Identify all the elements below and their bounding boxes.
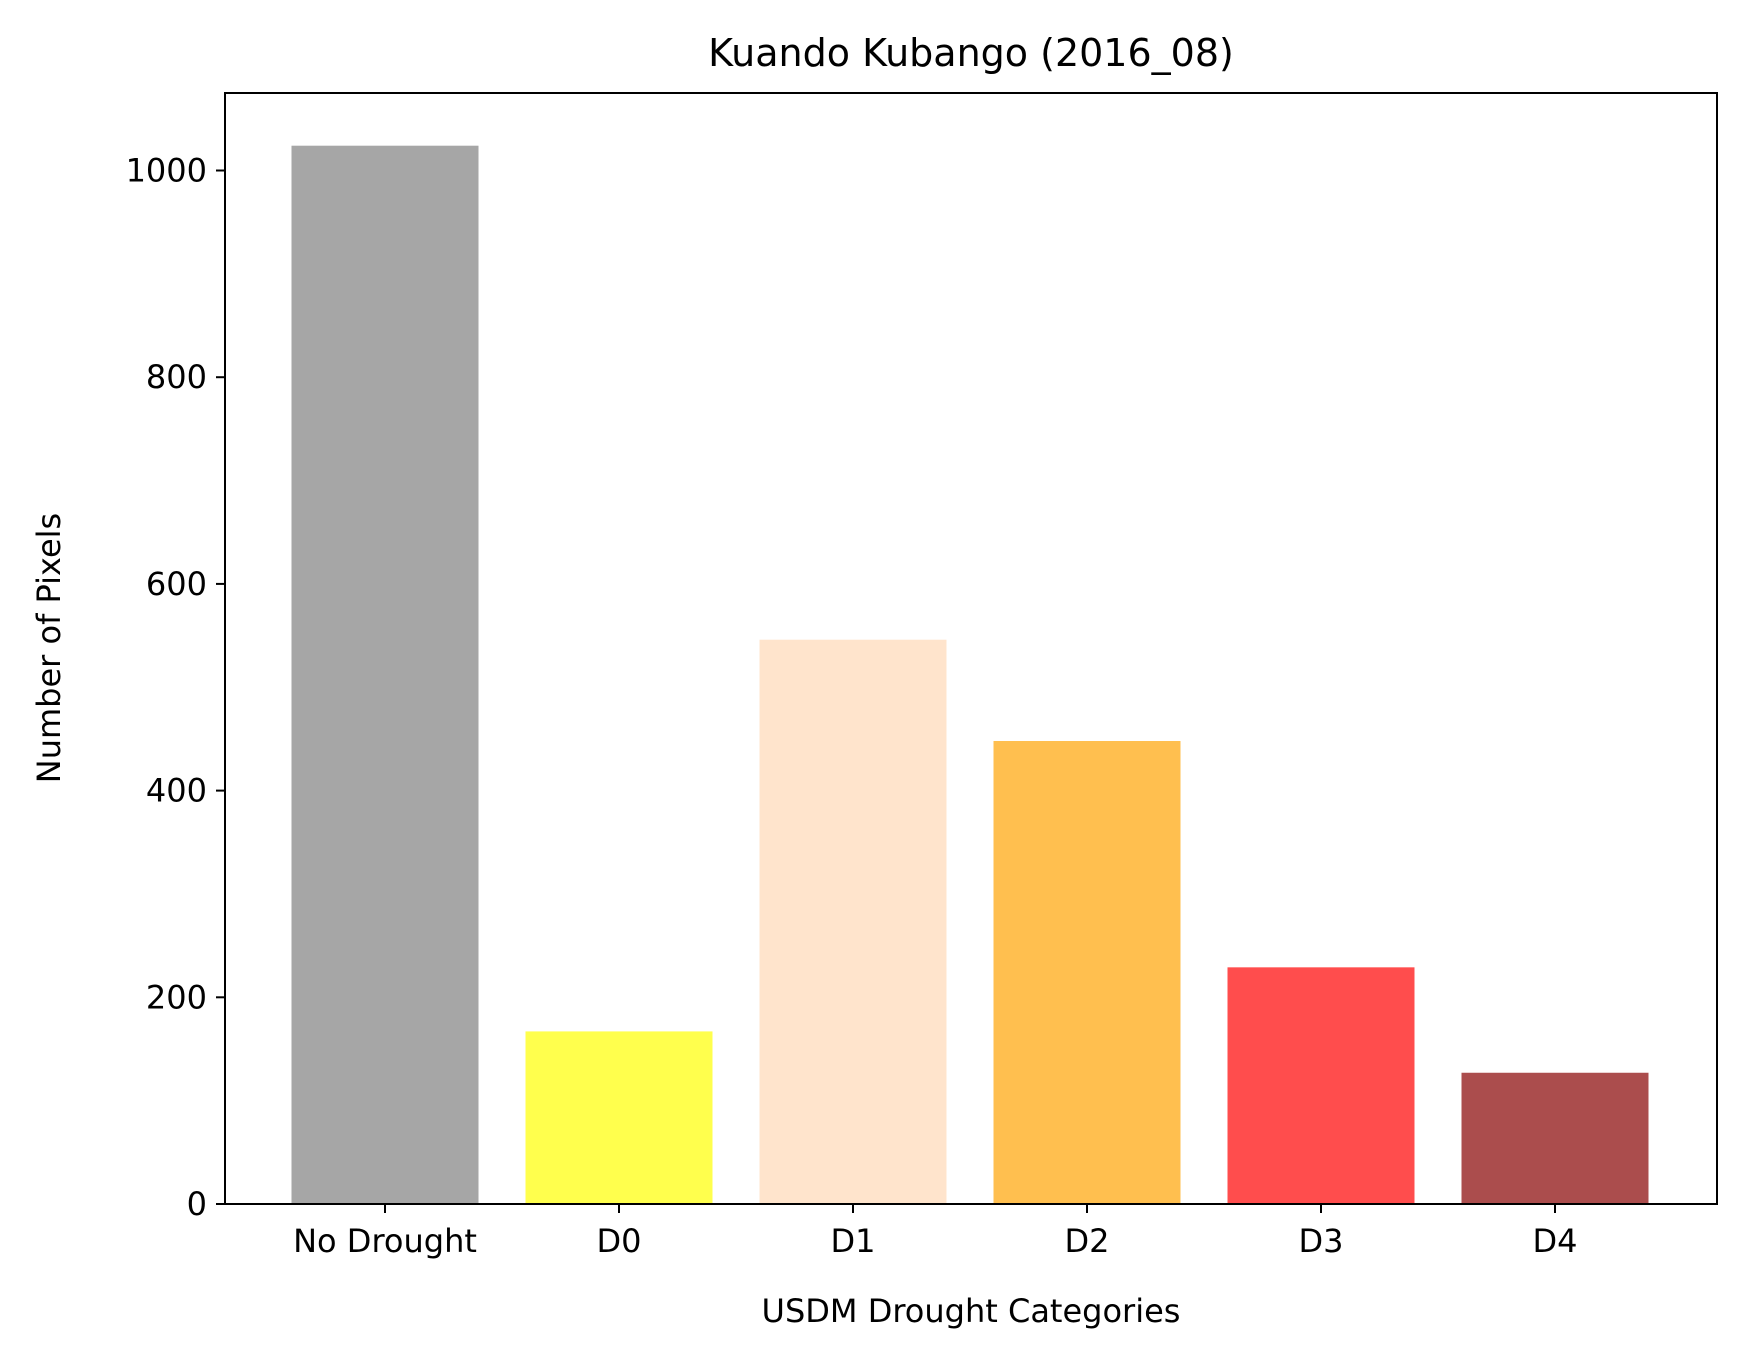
x-tick-label: D2 xyxy=(1065,1222,1110,1260)
bar-d1 xyxy=(759,639,947,1204)
x-ticks-group: No Drought D0 D1 D2 D3 D4 xyxy=(293,1204,1578,1260)
chart-title: Kuando Kubango (2016_08) xyxy=(708,31,1234,75)
x-axis-label: USDM Drought Categories xyxy=(762,1292,1181,1330)
y-tick-label: 400 xyxy=(146,772,207,810)
x-tick-label: D1 xyxy=(831,1222,876,1260)
plot-frame xyxy=(224,92,1718,1205)
x-tick-label: D4 xyxy=(1533,1222,1578,1260)
y-axis-label: Number of Pixels xyxy=(30,513,68,783)
y-tick-label: 600 xyxy=(146,565,207,603)
y-ticks-group: 0 200 400 600 800 1000 xyxy=(126,152,225,1223)
x-tick-label: D0 xyxy=(597,1222,642,1260)
bars-group xyxy=(291,145,1649,1205)
y-tick-label: 1000 xyxy=(126,152,207,190)
y-tick-label: 200 xyxy=(146,978,207,1016)
y-tick-label: 800 xyxy=(146,358,207,396)
bar-d0 xyxy=(525,1031,713,1204)
bar-d3 xyxy=(1227,967,1415,1204)
bar-no-drought xyxy=(291,145,479,1205)
bar-d4 xyxy=(1461,1072,1649,1204)
x-tick-label: D3 xyxy=(1299,1222,1344,1260)
x-tick-label: No Drought xyxy=(293,1222,477,1260)
y-tick-label: 0 xyxy=(187,1185,207,1223)
bar-d2 xyxy=(993,740,1181,1204)
